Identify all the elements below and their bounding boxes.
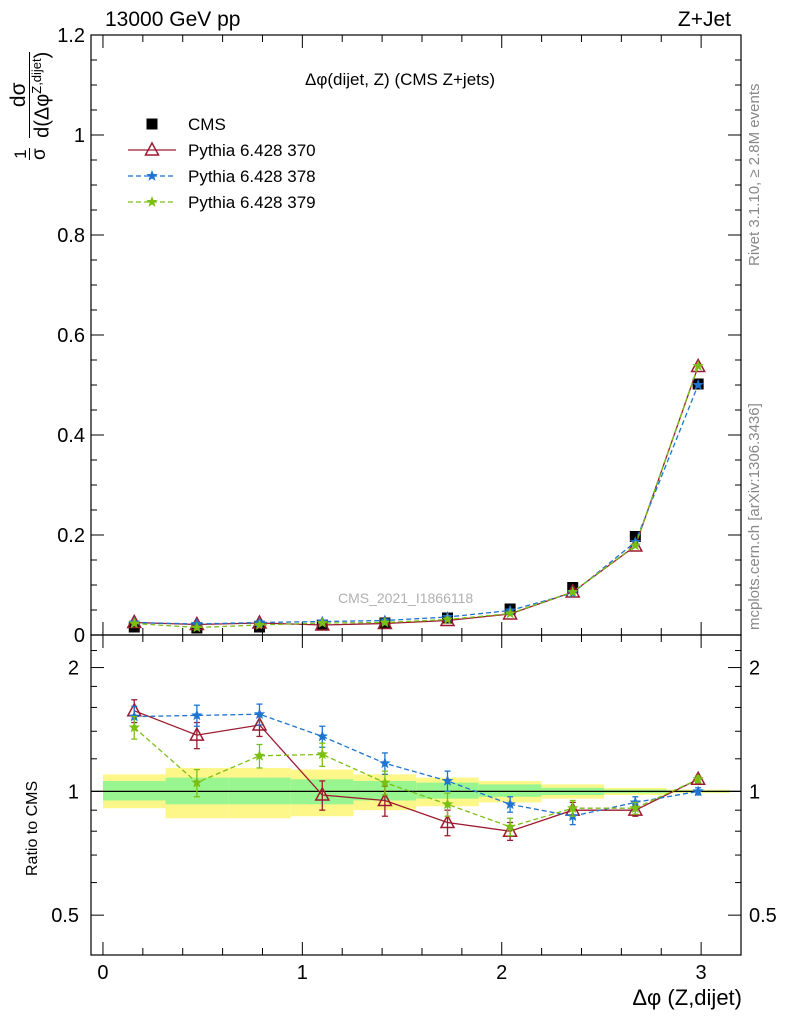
ratio-y-label: Ratio to CMS (24, 780, 41, 876)
axes (90, 34, 742, 956)
ratio-point (191, 709, 203, 721)
series-line (134, 365, 699, 629)
y-label-dphi: d(Δφ (31, 93, 54, 138)
y-tick-label: 0.4 (57, 425, 85, 447)
ratio-point (253, 749, 266, 761)
ratio-tick-label-right: 1 (749, 781, 760, 803)
y-label-sigma: σ (28, 148, 50, 160)
band-inner (102, 780, 166, 801)
ratio-point (629, 802, 641, 814)
data-point (629, 539, 641, 551)
data-point (692, 379, 704, 390)
ratio-tick-label-left: 0.5 (51, 905, 79, 927)
series-pythia-6-428-379 (128, 360, 704, 633)
mcplots-label: mcplots.cern.ch [arXiv:1306.3436] (746, 403, 763, 630)
legend-label: Pythia 6.428 370 (188, 141, 316, 160)
ratio-point (191, 776, 203, 788)
y-tick-label: 0.2 (57, 525, 85, 547)
ratio-line (134, 713, 699, 817)
ratio-point (128, 721, 140, 733)
y-tick-label: 1 (74, 125, 85, 147)
x-tick-label: 1 (297, 962, 308, 984)
ratio-point (314, 786, 331, 801)
ratio-point (692, 773, 704, 785)
x-tick-label: 3 (696, 962, 707, 984)
x-tick-label: 0 (97, 962, 108, 984)
ratio-point (441, 798, 454, 810)
y-axis-label: 1 σ dσ d(ΔφZ,dijet) (7, 51, 54, 160)
ratio-point (379, 757, 391, 769)
legend-marker (146, 196, 158, 207)
data-point (504, 607, 516, 619)
ratio-tick-label-right: 0.5 (749, 905, 777, 927)
legend-marker (144, 141, 160, 156)
y-label-sup: Z,dijet (29, 58, 44, 94)
legend-marker (146, 170, 158, 181)
series-line (134, 384, 699, 625)
y-label-one: 1 (10, 149, 30, 159)
y-tick-label: 0.8 (57, 225, 85, 247)
legend: CMS Pythia 6.428 370 Pythia 6.428 378 Pythi… (128, 115, 316, 212)
band-inner (478, 784, 542, 797)
y-tick-label: 1.2 (57, 25, 85, 47)
ratio-point (567, 802, 579, 814)
tick-labels: 0 0.2 0.4 0.6 0.8 1 1.2 0 1 2 3 0.5 0.5 1 1 2 2 (51, 25, 777, 984)
ratio-tick-label-left: 2 (68, 658, 79, 680)
ratio-point (441, 774, 454, 786)
ratio-point (251, 716, 268, 731)
data-point (314, 616, 331, 631)
data-point (128, 617, 140, 629)
watermark: CMS_2021_I1866118 (338, 590, 474, 606)
legend-entry: CMS (146, 115, 226, 134)
ratio-point (379, 776, 391, 788)
data-point (567, 586, 579, 597)
ratio-point (692, 785, 704, 797)
legend-label: Pythia 6.428 379 (188, 193, 316, 212)
legend-entry: Pythia 6.428 379 (128, 193, 316, 212)
ratio-frame (90, 634, 742, 956)
y-tick-label: 0.6 (57, 325, 85, 347)
rivet-label: Rivet 3.1.10, ≥ 2.8M events (746, 83, 763, 267)
header-left: 13000 GeV pp (105, 8, 241, 31)
legend-entry: Pythia 6.428 378 (128, 167, 316, 186)
y-label-close: ) (31, 51, 54, 59)
chart-title: Δφ(dijet, Z) (CMS Z+jets) (305, 70, 496, 89)
ratio-line (133, 727, 699, 828)
ratio-point (439, 813, 456, 829)
data-point (441, 613, 454, 625)
data-point (692, 360, 704, 371)
data-point (253, 619, 266, 630)
y-label-dsigma: dσ (7, 82, 30, 108)
legend-label: Pythia 6.428 378 (188, 167, 316, 186)
ratio-point (504, 798, 516, 810)
x-axis-label: Δφ (Z,dijet) (632, 985, 742, 1010)
ratio-line (134, 710, 699, 832)
legend-label: CMS (188, 115, 226, 134)
data-point (316, 617, 328, 628)
legend-marker (146, 118, 158, 130)
y-tick-label: 0 (74, 625, 85, 647)
series-layer (126, 357, 706, 842)
ratio-series-pythia-6-428-379 (128, 715, 704, 837)
ratio-point (627, 801, 644, 816)
series-line (134, 366, 699, 626)
x-tick-label: 2 (496, 962, 507, 984)
legend-entry: Pythia 6.428 370 (128, 141, 316, 160)
ratio-point (189, 726, 205, 741)
ratio-tick-label-left: 1 (68, 781, 79, 803)
ratio-point (504, 820, 516, 832)
data-point (191, 621, 203, 633)
ratio-tick-label-right: 2 (749, 658, 760, 680)
data-point (379, 616, 391, 628)
ratio-point (377, 791, 393, 807)
ratio-point (316, 748, 328, 760)
ratio-point (253, 708, 266, 720)
header-right: Z+Jet (677, 8, 731, 31)
ratio-point (316, 730, 328, 742)
